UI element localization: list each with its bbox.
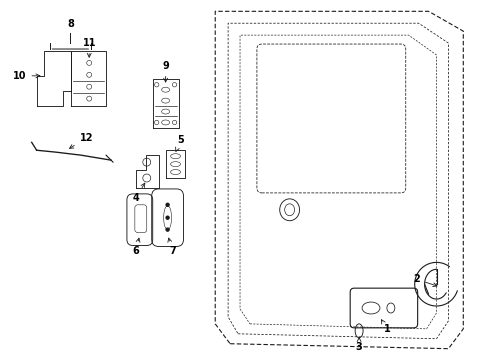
Text: 10: 10	[13, 71, 40, 81]
Text: 8: 8	[67, 19, 74, 29]
Text: 1: 1	[381, 320, 389, 334]
Text: 2: 2	[412, 274, 436, 287]
Text: 7: 7	[167, 238, 176, 256]
Text: 12: 12	[69, 133, 93, 148]
Text: 5: 5	[175, 135, 183, 151]
Circle shape	[166, 228, 169, 231]
Circle shape	[166, 216, 169, 219]
Text: 4: 4	[132, 183, 144, 203]
Circle shape	[166, 203, 169, 206]
Text: 3: 3	[355, 338, 362, 352]
Text: 9: 9	[162, 61, 169, 82]
Text: 6: 6	[132, 238, 140, 256]
Text: 11: 11	[82, 38, 96, 57]
